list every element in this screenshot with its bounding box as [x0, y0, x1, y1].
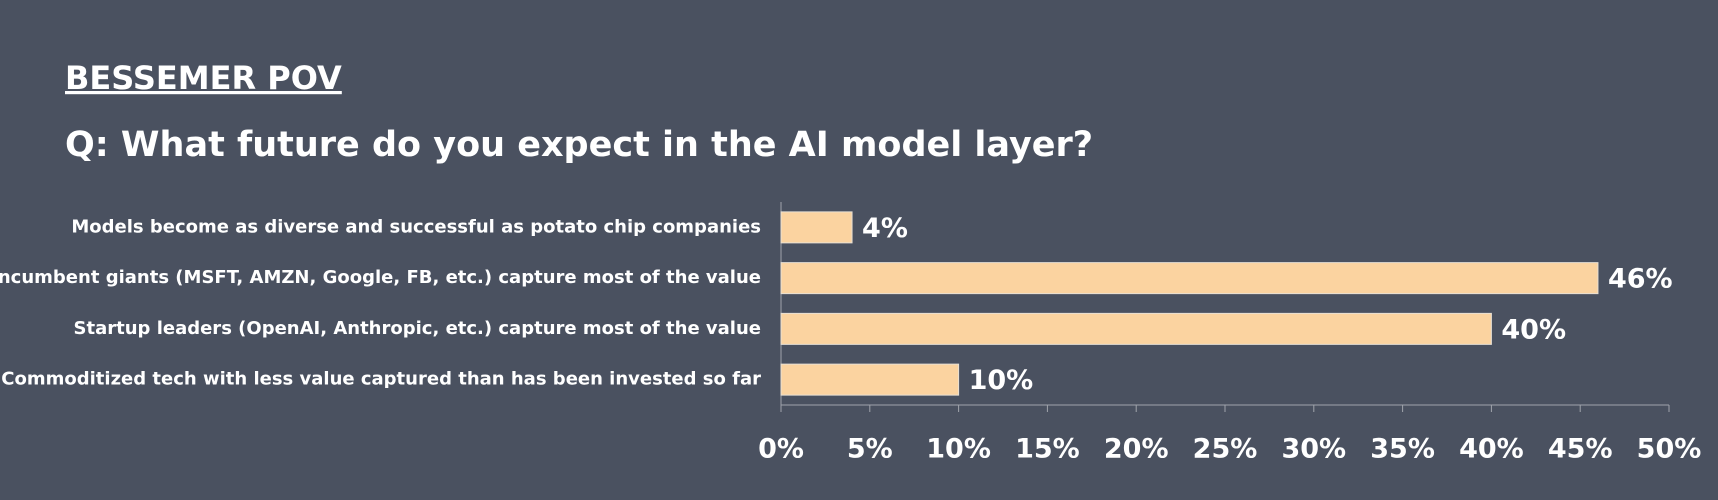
x-tick-label: 35% [1370, 434, 1435, 465]
bar [780, 363, 960, 396]
chart-title: Q: What future do you expect in the AI m… [65, 125, 1093, 165]
x-tick-label: 50% [1637, 434, 1702, 465]
bar [780, 211, 853, 244]
value-label: 4% [862, 213, 908, 244]
x-tick-label: 5% [847, 434, 893, 465]
x-tick-label: 0% [758, 434, 804, 465]
category-label: Commoditized tech with less value captur… [1, 369, 761, 390]
value-label: 40% [1501, 314, 1566, 345]
category-label: Startup leaders (OpenAI, Anthropic, etc.… [74, 318, 761, 339]
x-tick-label: 30% [1281, 434, 1346, 465]
x-tick-label: 20% [1104, 434, 1169, 465]
value-label: 10% [969, 365, 1034, 396]
value-label: 46% [1608, 264, 1673, 295]
bar [780, 262, 1599, 295]
category-label: Models become as diverse and successful … [71, 216, 761, 237]
x-tick-label: 40% [1459, 434, 1524, 465]
x-tick-label: 10% [926, 434, 991, 465]
x-tick-label: 25% [1193, 434, 1258, 465]
x-tick-label: 45% [1548, 434, 1613, 465]
category-label: Incumbent giants (MSFT, AMZN, Google, FB… [0, 267, 761, 288]
bar [780, 312, 1492, 345]
x-tick-label: 15% [1015, 434, 1080, 465]
chart-header: BESSEMER POV [65, 59, 342, 97]
